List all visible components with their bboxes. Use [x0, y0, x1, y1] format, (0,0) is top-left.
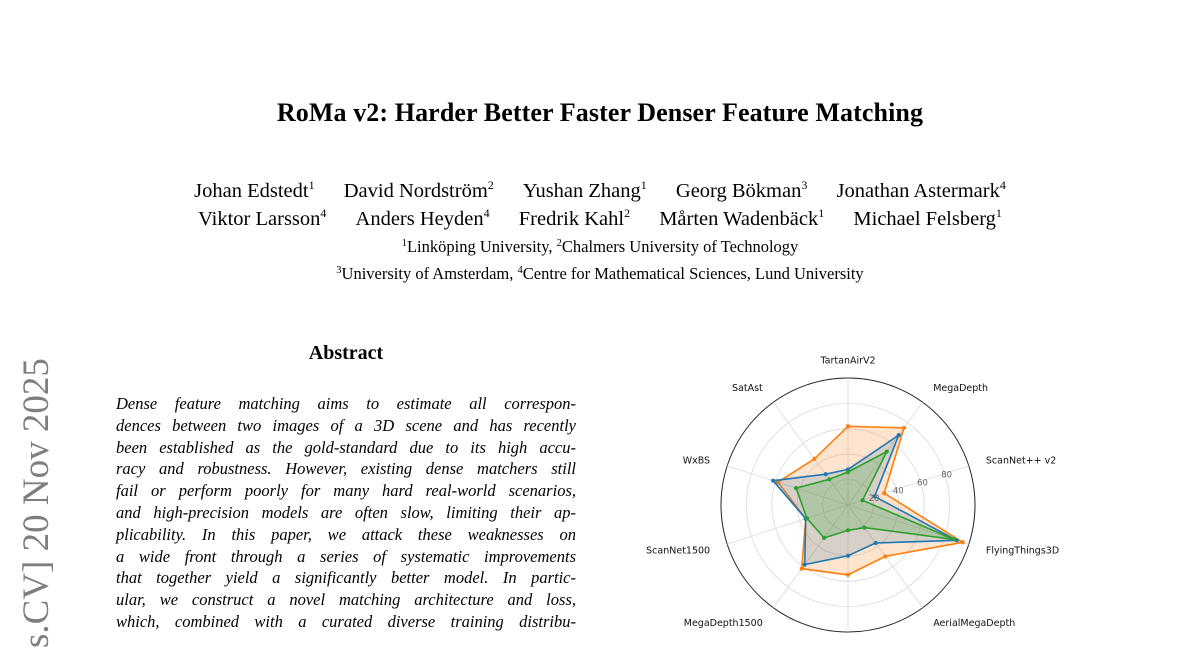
- radar-point: [823, 472, 828, 477]
- radar-axis-label: ScanNet1500: [646, 545, 710, 556]
- abstract-line: that together yield a significantly bett…: [116, 568, 576, 588]
- radar-axis-label: MegaDepth: [933, 383, 988, 394]
- radar-point: [812, 456, 817, 461]
- arxiv-stamp: s.CV] 20 Nov 2025: [16, 358, 57, 648]
- radar-point: [896, 433, 901, 438]
- radar-spoke: [727, 465, 849, 506]
- author: Viktor Larsson4: [198, 206, 327, 230]
- radar-spoke: [773, 402, 849, 506]
- author: Michael Felsberg1: [853, 206, 1002, 230]
- author: Fredrik Kahl2: [518, 206, 631, 230]
- radar-point: [883, 554, 888, 559]
- radar-point: [804, 516, 810, 521]
- radar-point: [845, 528, 851, 533]
- radar-tick-labels: 20 40 60 80: [869, 471, 952, 505]
- radar-point: [872, 494, 877, 499]
- radar-tick-label: 40: [893, 486, 904, 496]
- radar-series: [771, 424, 965, 577]
- radar-point: [802, 562, 807, 567]
- abstract-line: which, combined with a curated diverse t…: [116, 611, 576, 631]
- radar-point: [860, 498, 865, 503]
- author: David Nordström2: [343, 178, 494, 202]
- radar-point: [845, 424, 851, 429]
- affiliations-line-1: 1Linköping University, 2Chalmers Univers…: [401, 237, 799, 256]
- radar-point: [827, 477, 832, 482]
- affiliations-line-2: 3University of Amsterdam, 4Centre for Ma…: [336, 264, 864, 283]
- radar-axis-label: MegaDepth1500: [684, 618, 763, 629]
- author: Yushan Zhang1: [522, 178, 647, 202]
- radar-axis-label: WxBS: [683, 456, 710, 467]
- author: Jonathan Astermark4: [836, 178, 1006, 202]
- radar-point: [799, 566, 804, 571]
- paper-title: RoMa v2: Harder Better Faster Denser Fea…: [276, 98, 924, 127]
- abstract-line: been established as the gold-standard du…: [116, 437, 576, 457]
- radar-point: [775, 480, 781, 485]
- radar-spoke: [727, 504, 849, 545]
- radar-spoke: [773, 504, 849, 608]
- radar-point: [845, 553, 851, 558]
- author: Mårten Wadenbäck1: [659, 206, 825, 230]
- author: Anders Heyden4: [355, 206, 490, 230]
- radar-axis-label: ScanNet++ v2: [986, 456, 1056, 467]
- radar-point: [901, 425, 907, 431]
- author: Johan Edstedt1: [194, 178, 315, 202]
- radar-point: [862, 525, 867, 530]
- radar-point: [884, 449, 889, 454]
- radar-point: [845, 469, 851, 475]
- abstract-line: racy and robustness. However, existing d…: [116, 459, 576, 479]
- radar-point: [771, 478, 776, 483]
- radar-point: [793, 486, 799, 491]
- radar-spoke: [847, 465, 969, 506]
- abstract-line: plicability. In this paper, we attack th…: [116, 524, 576, 544]
- abstract-body: Dense feature matching aims to estimate …: [116, 393, 576, 633]
- radar-axis-label: FlyingThings3D: [986, 545, 1059, 556]
- radar-tick-label: 60: [917, 478, 928, 488]
- abstract-line: and high-precision models are often slow…: [116, 502, 576, 522]
- radar-point: [882, 491, 887, 496]
- abstract-line: fail or perform poorly for many hard rea…: [116, 481, 576, 501]
- authors-row-2: Viktor Larsson4 Anders Heyden4 Fredrik K…: [0, 206, 1200, 231]
- radar-tick-label: 80: [941, 471, 952, 481]
- radar-point: [845, 572, 851, 577]
- radar-point: [822, 535, 827, 540]
- radar-axis-labels: TartanAirV2 MegaDepth ScanNet++ v2 FlyingTh…: [646, 356, 1059, 629]
- abstract-line: ular, we construct a novel matching arch…: [116, 590, 576, 610]
- radar-axis-label: TartanAirV2: [819, 356, 875, 367]
- abstract-heading: Abstract: [308, 342, 384, 364]
- abstract-line: Dense feature matching aims to estimate …: [116, 394, 576, 413]
- radar-chart: TartanAirV2 MegaDepth ScanNet++ v2 FlyingTh…: [646, 356, 1059, 633]
- radar-point: [952, 537, 957, 542]
- abstract-line: a wide front through a series of systema…: [116, 546, 576, 566]
- radar-axis-label: SatAst: [732, 383, 763, 394]
- radar-point: [960, 540, 965, 545]
- radar-axis-label: AerialMegaDepth: [933, 618, 1015, 629]
- radar-point: [873, 540, 878, 546]
- radar-tick-label: 20: [869, 494, 880, 504]
- abstract-line: dences between two images of a 3D scene …: [116, 415, 576, 435]
- authors-row-1: Johan Edstedt1 David Nordström2 Yushan Z…: [0, 178, 1200, 203]
- author: Georg Bökman3: [675, 178, 808, 202]
